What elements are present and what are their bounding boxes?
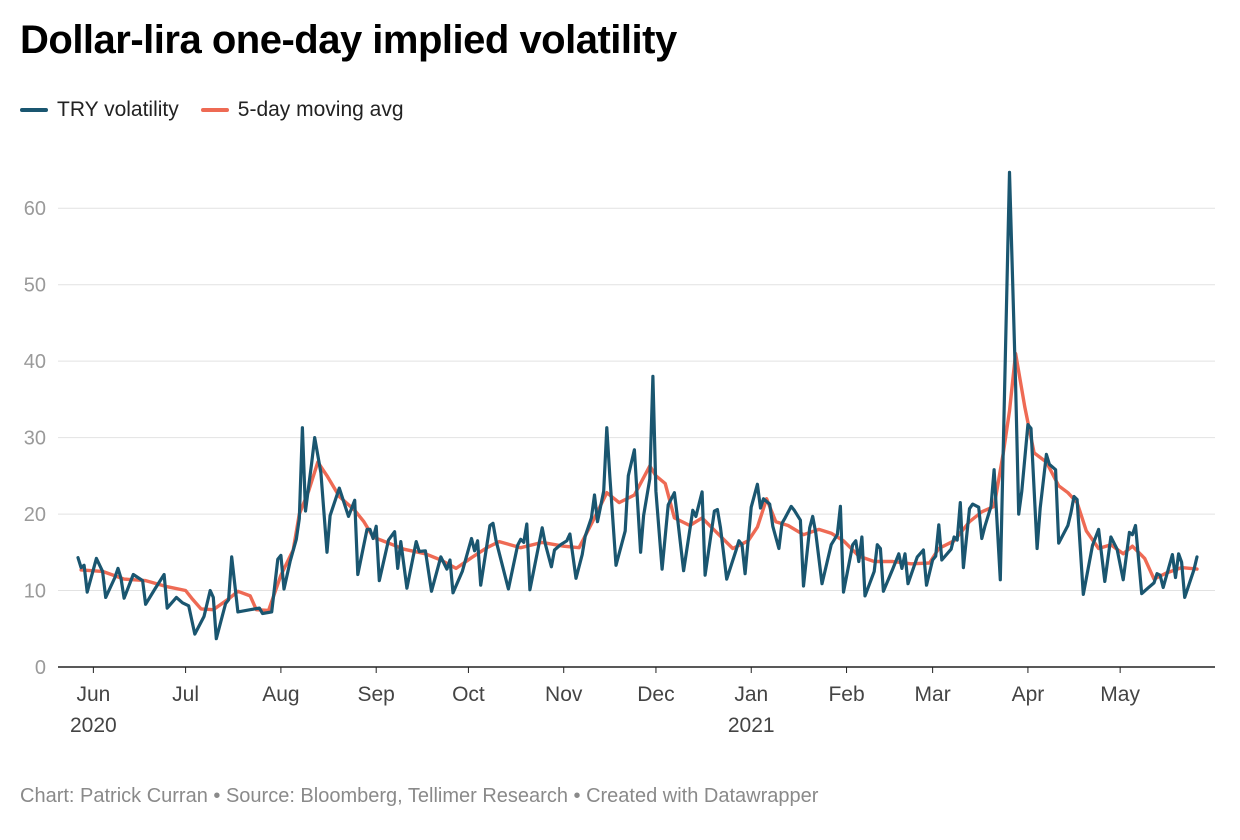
chart-title: Dollar-lira one-day implied volatility [20, 18, 677, 62]
legend-label-try-volatility: TRY volatility [57, 98, 179, 121]
x-tick-label: Feb [828, 683, 864, 706]
x-tick-label: May [1100, 683, 1140, 706]
legend-label-moving-avg: 5-day moving avg [237, 98, 404, 121]
x-tick-label: Apr [1012, 683, 1045, 706]
series-line-moving-avg [79, 351, 1199, 613]
y-tick-label: 10 [24, 581, 46, 603]
x-tick-label: Aug [262, 683, 299, 706]
x-tick-label: Jan [734, 683, 768, 706]
chart-footer: Chart: Patrick Curran • Source: Bloomber… [20, 785, 819, 807]
x-tick-label: Mar [915, 683, 951, 706]
y-tick-label: 50 [24, 275, 46, 297]
y-tick-label: 20 [24, 504, 46, 526]
legend-item-moving-avg: 5-day moving avg [200, 98, 404, 122]
line-chart: 0 10 20 30 40 50 60 Jun 2020 Jul Aug Sep Oct Nov Dec Ja… [24, 170, 1215, 737]
x-tick-label: Nov [545, 683, 583, 706]
x-tick-label: Sep [358, 683, 395, 706]
x-tick-year-label: 2021 [728, 714, 775, 737]
x-tick-label: Dec [637, 683, 674, 706]
x-tick-label: Jul [172, 683, 199, 706]
y-tick-label: 0 [35, 657, 46, 679]
x-tick-label: Oct [452, 683, 485, 706]
legend-item-try-volatility: TRY volatility [20, 98, 179, 122]
y-tick-label: 60 [24, 198, 46, 220]
x-tick-label: Jun [76, 683, 110, 706]
series-line-try-volatility [76, 170, 1199, 641]
x-tick-year-label: 2020 [70, 714, 117, 737]
legend: TRY volatility 5-day moving avg [20, 98, 426, 122]
y-tick-label: 30 [24, 428, 46, 450]
legend-swatch-moving-avg [200, 108, 229, 112]
y-tick-label: 40 [24, 351, 46, 373]
legend-swatch-try-volatility [20, 108, 48, 112]
